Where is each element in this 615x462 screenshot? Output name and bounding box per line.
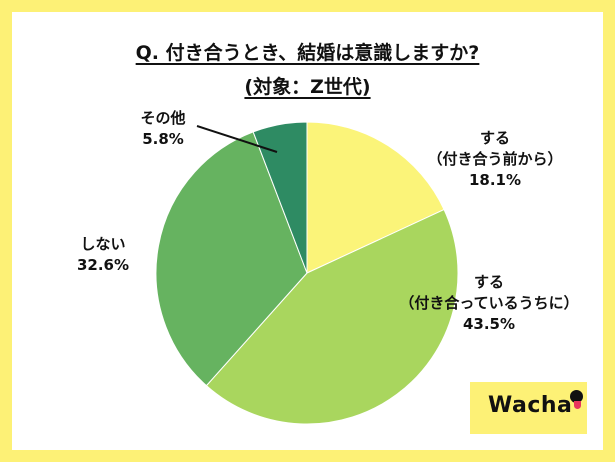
wacha-logo: Wacha — [470, 382, 587, 434]
slice-sublabel-text: （付き合う前から） — [427, 150, 563, 168]
slice-label-while-dating: する （付き合っているうちに） 43.5% — [380, 272, 598, 335]
slice-value-label: 43.5% — [462, 315, 516, 333]
slice-label-text: その他 — [140, 109, 186, 127]
slice-label-text: する — [479, 129, 510, 147]
pie-slice-other — [252, 121, 308, 274]
slice-value-label: 32.6% — [76, 256, 130, 274]
slice-sublabel-text: （付き合っているうちに） — [399, 294, 579, 312]
slice-label-text: する — [473, 273, 504, 291]
pie-chart — [155, 121, 459, 425]
chart-title: Q. 付き合うとき、結婚は意識しますか? — [135, 42, 480, 64]
pie-slice-no — [155, 131, 308, 387]
slice-label-before-dating: する （付き合う前から） 18.1% — [410, 128, 580, 191]
slice-value-label: 5.8% — [142, 130, 184, 148]
slice-value-label: 18.1% — [468, 171, 522, 189]
logo-tongue-icon — [574, 401, 581, 409]
pie-slice-while-dating — [205, 208, 459, 425]
chart-subtitle: (対象：Z世代) — [244, 76, 371, 98]
other-leader-line — [196, 125, 278, 153]
slice-label-no: しない 32.6% — [58, 234, 148, 276]
pie-slice-before-dating — [306, 121, 445, 274]
slice-label-other: その他 5.8% — [118, 108, 208, 150]
slice-label-text: しない — [80, 235, 126, 253]
logo-text: Wacha — [488, 393, 573, 418]
logo-face-icon — [570, 390, 583, 403]
